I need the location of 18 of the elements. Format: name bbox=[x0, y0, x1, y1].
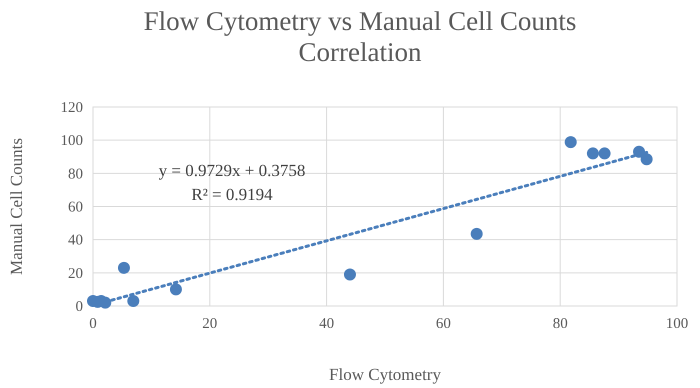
y-tick-label: 120 bbox=[60, 100, 83, 116]
y-tick-label: 100 bbox=[60, 133, 83, 150]
y-tick-label: 40 bbox=[68, 232, 83, 249]
x-tick-label: 20 bbox=[202, 316, 218, 332]
x-tick-label: 60 bbox=[436, 316, 451, 332]
x-axis-title: Flow Cytometry bbox=[329, 365, 442, 384]
annotation: y = 0.9729x + 0.3758 bbox=[158, 161, 306, 180]
y-axis-title: Manual Cell Counts bbox=[7, 138, 26, 275]
x-tick-label: 100 bbox=[666, 316, 688, 332]
x-tick-label: 80 bbox=[552, 316, 568, 332]
x-tick-label: 0 bbox=[89, 316, 97, 332]
y-tick-label: 80 bbox=[68, 166, 83, 182]
chart-title: Flow Cytometry vs Manual Cell Counts Correlation bbox=[144, 6, 576, 67]
y-tick-label: 20 bbox=[68, 266, 83, 282]
y-tick-label: 0 bbox=[76, 299, 83, 315]
annotation: R² = 0.9194 bbox=[191, 185, 274, 204]
x-tick-label: 40 bbox=[319, 316, 334, 332]
y-tick-label: 60 bbox=[68, 200, 83, 216]
